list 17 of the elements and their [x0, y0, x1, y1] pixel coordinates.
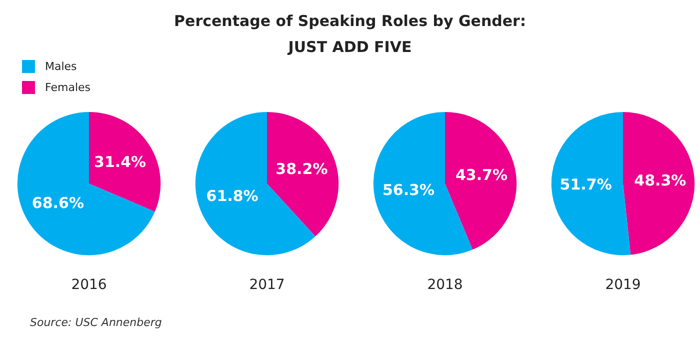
text: 2017 — [249, 277, 285, 294]
text: 2019 — [605, 277, 641, 294]
legend-label: Females — [45, 81, 91, 94]
data-label: 51.7% — [560, 175, 612, 194]
data-label: 48.3% — [634, 172, 686, 190]
text: 2018 — [427, 277, 463, 294]
data-label: 43.7% — [455, 166, 508, 184]
data-label: 61.8% — [206, 186, 258, 205]
source-note: Source: USC Annenberg — [30, 316, 162, 329]
data-label: 38.2% — [276, 160, 328, 178]
data-label: 31.4% — [94, 152, 146, 171]
data-label: 56.3% — [382, 180, 435, 199]
text: Percentage of Speaking Roles by Gender: — [173, 12, 527, 30]
legend-label: Males — [45, 60, 77, 73]
text: JUST ADD FIVE — [286, 38, 413, 56]
text: 2016 — [71, 277, 107, 294]
data-label: 68.6% — [32, 194, 84, 212]
